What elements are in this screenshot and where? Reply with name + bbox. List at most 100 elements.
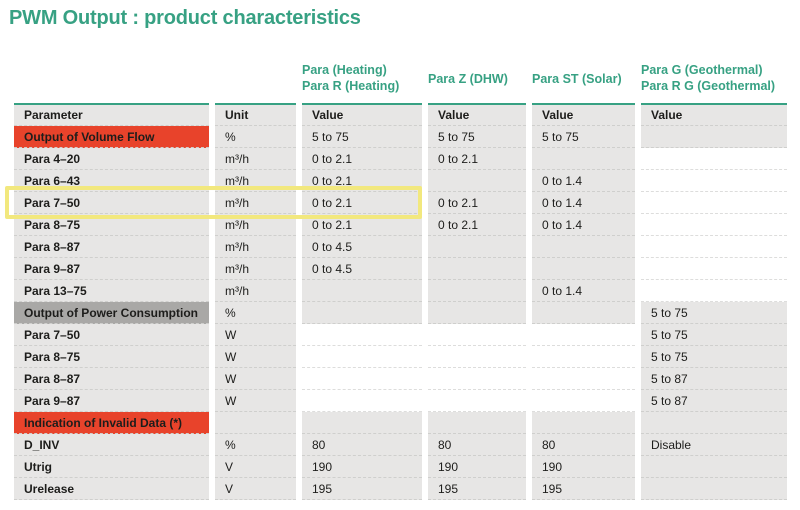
parameter-cell: Para 13–75 [14, 280, 209, 302]
parameter-cell: Para 9–87 [14, 258, 209, 280]
value-cell: 80 [532, 434, 635, 456]
page-title: PWM Output : product characteristics [9, 7, 361, 29]
parameter-cell: Para 7–50 [14, 324, 209, 346]
value-cell [641, 456, 787, 478]
table-row: Para 8–75 m³/h 0 to 2.1 0 to 2.1 0 to 1.4 [14, 214, 787, 236]
value-cell [641, 192, 787, 214]
value-cell [302, 280, 422, 302]
value-cell [532, 324, 635, 346]
value-cell [641, 214, 787, 236]
header-value-geothermal: Value [641, 103, 787, 126]
table-row: Para 8–87 W 5 to 87 [14, 368, 787, 390]
column-group-header-solar: Para ST (Solar) [532, 71, 622, 87]
column-group-line: Para ST (Solar) [532, 72, 622, 86]
unit-cell: V [215, 478, 296, 500]
value-cell [428, 302, 526, 324]
value-cell [428, 170, 526, 192]
value-cell: 195 [532, 478, 635, 500]
unit-cell: m³/h [215, 258, 296, 280]
unit-cell: m³/h [215, 280, 296, 302]
value-cell [532, 148, 635, 170]
table-row: Output of Power Consumption% 5 to 75 [14, 302, 787, 324]
column-group-line: Para R G (Geothermal) [641, 79, 776, 93]
value-cell: 190 [302, 456, 422, 478]
parameter-cell: Para 8–75 [14, 346, 209, 368]
unit-cell: m³/h [215, 148, 296, 170]
parameter-cell: Para 8–87 [14, 368, 209, 390]
value-cell: 0 to 2.1 [302, 192, 422, 214]
parameter-cell: D_INV [14, 434, 209, 456]
header-value-dhw: Value [428, 103, 526, 126]
column-group-line: Para (Heating) [302, 63, 387, 77]
table-row: Urelease V 195 195 195 [14, 478, 787, 500]
value-cell [428, 236, 526, 258]
value-cell [532, 302, 635, 324]
value-cell [302, 346, 422, 368]
value-cell [532, 390, 635, 412]
value-cell [641, 412, 787, 434]
table-row: Para 7–50 W 5 to 75 [14, 324, 787, 346]
header-value-heating: Value [302, 103, 422, 126]
unit-cell [215, 412, 296, 434]
value-cell: 0 to 1.4 [532, 214, 635, 236]
value-cell: 5 to 75 [641, 302, 787, 324]
value-cell: 0 to 1.4 [532, 280, 635, 302]
parameter-cell: Para 4–20 [14, 148, 209, 170]
value-cell [641, 280, 787, 302]
value-cell: 5 to 87 [641, 368, 787, 390]
value-cell [641, 236, 787, 258]
value-cell: 0 to 1.4 [532, 170, 635, 192]
table-row: Output of Volume Flow% 5 to 75 5 to 75 5 to… [14, 126, 787, 148]
value-cell: 5 to 75 [428, 126, 526, 148]
parameter-cell: Para 6–43 [14, 170, 209, 192]
column-group-header-heating: Para (Heating) Para R (Heating) [302, 62, 399, 94]
parameter-cell: Para 9–87 [14, 390, 209, 412]
value-cell: 5 to 75 [641, 324, 787, 346]
parameter-cell: Output of Power Consumption [14, 302, 209, 324]
value-cell [428, 324, 526, 346]
unit-cell: m³/h [215, 214, 296, 236]
column-group-line: Para Z (DHW) [428, 72, 508, 86]
column-group-line: Para R (Heating) [302, 79, 400, 93]
table-row: D_INV% 80 80 80 Disable [14, 434, 787, 456]
table-header-row: Parameter Unit Value Value Value Value [14, 103, 787, 126]
unit-cell: % [215, 126, 296, 148]
column-group-line: Para G (Geothermal) [641, 63, 763, 77]
header-value-solar: Value [532, 103, 635, 126]
unit-cell: W [215, 368, 296, 390]
value-cell: 195 [302, 478, 422, 500]
value-cell: 0 to 4.5 [302, 236, 422, 258]
value-cell [532, 368, 635, 390]
value-cell [532, 236, 635, 258]
table-row: Utrig V 190 190 190 [14, 456, 787, 478]
table-row: Para 4–20 m³/h 0 to 2.1 0 to 2.1 [14, 148, 787, 170]
value-cell: 195 [428, 478, 526, 500]
table-row: Para 8–87 m³/h 0 to 4.5 [14, 236, 787, 258]
parameter-cell: Output of Volume Flow [14, 126, 209, 148]
parameter-cell: Para 8–75 [14, 214, 209, 236]
value-cell: 0 to 1.4 [532, 192, 635, 214]
table-row: Para 9–87 W 5 to 87 [14, 390, 787, 412]
value-cell [428, 390, 526, 412]
value-cell: 5 to 75 [641, 346, 787, 368]
table-row: Para 8–75 W 5 to 75 [14, 346, 787, 368]
value-cell [641, 148, 787, 170]
value-cell [302, 324, 422, 346]
header-unit: Unit [215, 103, 296, 126]
table-row: Para 7–50 m³/h 0 to 2.1 0 to 2.1 0 to 1.4 [14, 192, 787, 214]
value-cell [302, 390, 422, 412]
parameter-cell: Para 7–50 [14, 192, 209, 214]
value-cell [428, 280, 526, 302]
value-cell [641, 478, 787, 500]
value-cell: 0 to 2.1 [428, 192, 526, 214]
value-cell [302, 412, 422, 434]
value-cell [532, 346, 635, 368]
value-cell [532, 258, 635, 280]
unit-cell: m³/h [215, 192, 296, 214]
value-cell: 5 to 87 [641, 390, 787, 412]
value-cell [428, 412, 526, 434]
value-cell: 0 to 2.1 [428, 214, 526, 236]
value-cell: Disable [641, 434, 787, 456]
unit-cell: W [215, 390, 296, 412]
